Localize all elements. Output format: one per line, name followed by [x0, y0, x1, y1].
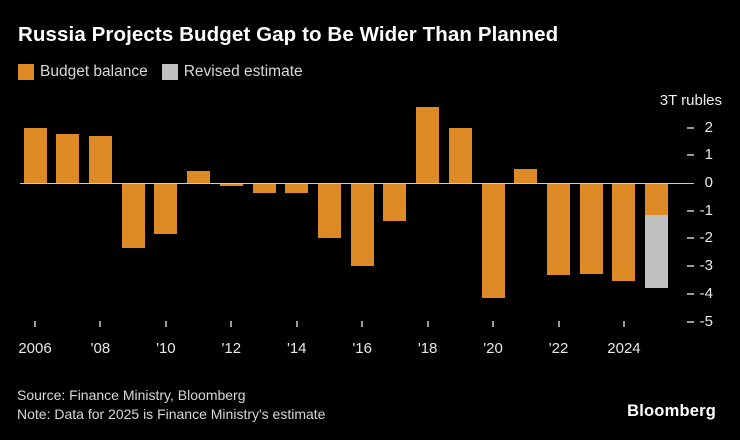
- budget-balance-swatch-icon: [18, 64, 34, 80]
- bar-2015: [317, 184, 341, 239]
- legend-label-revised-estimate: Revised estimate: [183, 63, 303, 80]
- legend-label-budget-balance: Budget balance: [40, 63, 148, 80]
- bar-2009: [121, 184, 145, 249]
- y-tick--2: [687, 237, 694, 240]
- y-tick-label--2: -2: [699, 229, 713, 247]
- x-tick-label-2016: '16: [352, 340, 372, 357]
- bar-2013: [252, 184, 276, 193]
- bar-2010: [154, 184, 178, 235]
- x-tick-2016: [361, 321, 364, 327]
- x-tick-2014: [295, 321, 298, 327]
- y-tick--4: [687, 292, 694, 295]
- bloomberg-logo: Bloomberg: [627, 402, 716, 420]
- x-tick-label-2020: '20: [483, 340, 503, 357]
- x-tick-2020: [492, 321, 495, 327]
- bar-2014: [285, 184, 309, 194]
- x-tick-2022: [557, 321, 560, 327]
- bar-2006: [23, 127, 47, 183]
- y-tick-label--3: -3: [699, 257, 713, 275]
- bar-2021: [514, 168, 538, 183]
- x-tick-label-2012: '12: [221, 340, 242, 357]
- x-tick-label-2024: 2024: [607, 340, 641, 357]
- chart-title: Russia Projects Budget Gap to Be Wider T…: [18, 23, 559, 46]
- bar-2007: [56, 133, 80, 183]
- chart-legend: Budget balance Revised estimate: [18, 63, 303, 81]
- x-tick-2008: [99, 321, 102, 327]
- x-tick-label-2008: '08: [90, 340, 111, 357]
- y-tick-label--4: -4: [699, 284, 713, 302]
- bar-2020: [481, 184, 505, 298]
- y-tick--3: [687, 265, 694, 268]
- x-tick-label-2022: '22: [548, 340, 569, 357]
- x-tick-label-2018: '18: [417, 340, 438, 357]
- bar-2018: [416, 107, 440, 183]
- y-tick-1: [687, 154, 694, 157]
- legend-item-revised-estimate: Revised estimate: [161, 63, 303, 81]
- x-tick-2018: [426, 321, 429, 327]
- bar-2011: [187, 170, 211, 183]
- x-tick-2024: [622, 321, 625, 327]
- y-tick-label--1: -1: [699, 201, 713, 219]
- x-tick-2012: [230, 321, 233, 327]
- note-line: Note: Data for 2025 is Finance Ministry'…: [17, 406, 326, 422]
- x-tick-2010: [164, 321, 167, 327]
- zero-axis-line: [20, 183, 694, 184]
- bar-2019: [448, 128, 472, 183]
- source-note-block: Source: Finance Ministry, Bloomberg Note…: [17, 386, 325, 424]
- bar-2024: [612, 184, 636, 281]
- source-line: Source: Finance Ministry, Bloomberg: [17, 387, 246, 403]
- bar-2017: [383, 184, 407, 221]
- revised-bar-2025: [645, 215, 669, 288]
- bar-2016: [350, 184, 374, 266]
- revised-estimate-swatch-icon: [161, 64, 178, 80]
- bar-2008: [88, 135, 112, 183]
- bar-2023: [579, 184, 603, 274]
- y-axis-unit-label: 3T rubles: [659, 92, 722, 109]
- bar-2012: [219, 184, 243, 186]
- bar-2022: [547, 184, 571, 276]
- y-tick-label-1: 1: [704, 146, 713, 164]
- x-tick-label-2010: '10: [156, 340, 176, 357]
- y-tick-label--5: -5: [699, 312, 713, 330]
- y-tick-label-0: 0: [704, 174, 713, 191]
- legend-item-budget-balance: Budget balance: [18, 63, 148, 81]
- x-tick-label-2014: '14: [286, 340, 307, 357]
- y-tick-2: [687, 126, 694, 129]
- y-tick--5: [687, 320, 694, 323]
- bar-2025: [645, 184, 669, 217]
- x-tick-2006: [34, 321, 36, 327]
- y-tick-label-2: 2: [704, 118, 713, 136]
- x-tick-label-2006: 2006: [18, 340, 52, 357]
- y-tick--1: [687, 209, 694, 212]
